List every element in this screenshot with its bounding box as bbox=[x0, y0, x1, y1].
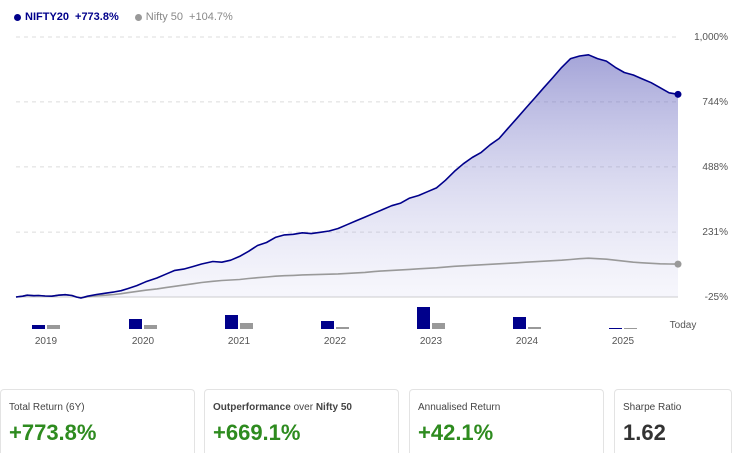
legend-item-nifty50[interactable]: Nifty 50 +104.7% bbox=[134, 11, 233, 23]
x-tick-label: 2023 bbox=[420, 336, 443, 347]
nifty50-year-bar bbox=[47, 325, 60, 329]
y-tick-label: 1,000% bbox=[694, 32, 728, 43]
x-tick-label: 2024 bbox=[516, 336, 539, 347]
card-label-mid: over bbox=[290, 402, 316, 413]
nifty50-year-bar bbox=[432, 323, 445, 329]
series-dot-icon bbox=[14, 13, 21, 21]
y-tick-label: 488% bbox=[702, 162, 728, 173]
outperformance-card: Outperformance over Nifty 50 +669.1% bbox=[204, 389, 399, 453]
y-tick-label: 744% bbox=[702, 97, 728, 108]
x-tick-label: 2022 bbox=[324, 336, 347, 347]
nifty50-year-bar bbox=[528, 327, 541, 329]
nifty50-year-bar bbox=[240, 323, 253, 329]
card-value: 1.62 bbox=[623, 420, 666, 445]
x-tick-label: 2020 bbox=[132, 336, 155, 347]
nifty20-year-bar bbox=[609, 328, 622, 329]
legend-name: Nifty 50 bbox=[145, 11, 184, 23]
card-label: Sharpe Ratio bbox=[623, 402, 682, 413]
y-tick-label: 231% bbox=[702, 227, 728, 238]
x-tick-label: 2019 bbox=[35, 336, 58, 347]
card-value: +773.8% bbox=[9, 420, 97, 445]
nifty20-year-bar bbox=[129, 319, 142, 329]
nifty20-year-bar bbox=[417, 307, 430, 329]
card-label: Annualised Return bbox=[418, 402, 501, 413]
nifty20-year-bar bbox=[32, 325, 45, 329]
nifty20-year-bar bbox=[321, 321, 334, 329]
x-tick-label: 2025 bbox=[612, 336, 635, 347]
performance-chart: 1,000% 744% 488% 231% -25% 2019 2020 2021 2022 2… bbox=[15, 32, 728, 347]
card-label: Outperformance over Nifty 50 bbox=[213, 402, 352, 413]
legend-name: NIFTY20 bbox=[25, 11, 70, 23]
total-return-card: Total Return (6Y) +773.8% bbox=[0, 389, 195, 453]
nifty50-end-marker bbox=[674, 260, 682, 268]
legend-value: +104.7% bbox=[189, 11, 233, 23]
x-tick-label: 2021 bbox=[228, 336, 251, 347]
card-label: Total Return (6Y) bbox=[9, 402, 85, 413]
card-label-bold: Outperformance bbox=[213, 402, 291, 413]
nifty20-line bbox=[15, 54, 679, 299]
card-value: +42.1% bbox=[418, 420, 494, 445]
nifty20-year-bar bbox=[513, 317, 526, 329]
stats-cards: Total Return (6Y) +773.8% Outperformance… bbox=[0, 389, 732, 453]
nifty50-line bbox=[15, 257, 679, 299]
legend-item-nifty20[interactable]: NIFTY20 +773.8% bbox=[14, 11, 119, 23]
nifty20-end-marker bbox=[674, 90, 682, 98]
sharpe-ratio-card: Sharpe Ratio 1.62 bbox=[614, 389, 732, 453]
nifty50-year-bar bbox=[144, 325, 157, 329]
card-value: +669.1% bbox=[213, 420, 301, 445]
nifty50-year-bar bbox=[624, 328, 637, 329]
nifty20-area bbox=[16, 54, 678, 298]
chart-legend: NIFTY20 +773.8% Nifty 50 +104.7% bbox=[14, 10, 249, 24]
y-tick-label: -25% bbox=[705, 292, 728, 303]
card-label-bold: Nifty 50 bbox=[315, 402, 352, 413]
series-dot-icon bbox=[134, 13, 142, 21]
x-end-label: Today bbox=[670, 320, 697, 331]
nifty20-year-bar bbox=[225, 315, 238, 329]
legend-value: +773.8% bbox=[75, 11, 119, 23]
nifty50-year-bar bbox=[336, 327, 349, 329]
annualised-return-card: Annualised Return +42.1% bbox=[409, 389, 604, 453]
